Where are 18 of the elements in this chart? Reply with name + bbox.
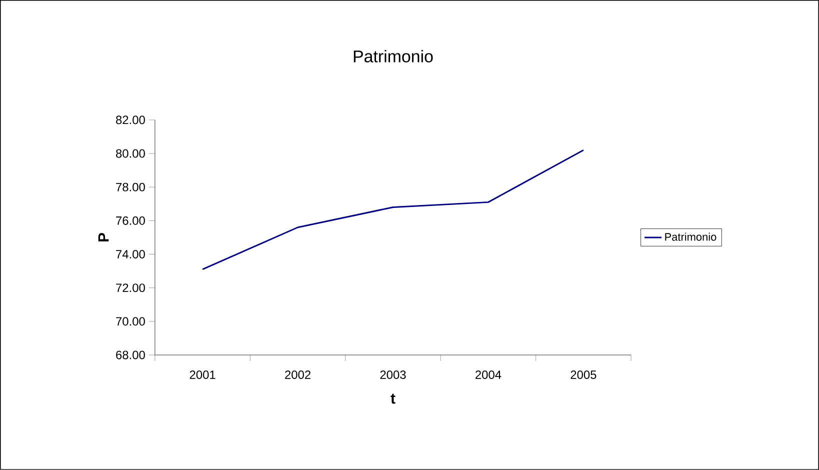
y-tick-label: 74.00 xyxy=(116,250,145,259)
y-tick-label: 70.00 xyxy=(116,317,145,326)
y-tick-label: 72.00 xyxy=(116,284,145,292)
legend-label: Patrimonio xyxy=(665,232,716,241)
y-tick-label: 82.00 xyxy=(116,116,145,124)
y-tick-label: 76.00 xyxy=(116,216,145,225)
chart-title: Patrimonio xyxy=(354,50,433,62)
y-tick-label: 80.00 xyxy=(116,149,145,158)
y-tick-label: 78.00 xyxy=(116,182,145,192)
x-tick-label: 2005 xyxy=(570,370,596,380)
x-axis-title: t xyxy=(390,394,396,404)
line-series xyxy=(202,149,584,270)
x-tick-label: 2002 xyxy=(285,370,310,380)
y-tick-label: 68.00 xyxy=(116,350,145,360)
x-tick-label: 2004 xyxy=(476,370,502,380)
x-tick-label: 2001 xyxy=(190,370,216,380)
y-axis-title: P xyxy=(98,233,109,242)
x-tick-label: 2003 xyxy=(380,370,406,380)
